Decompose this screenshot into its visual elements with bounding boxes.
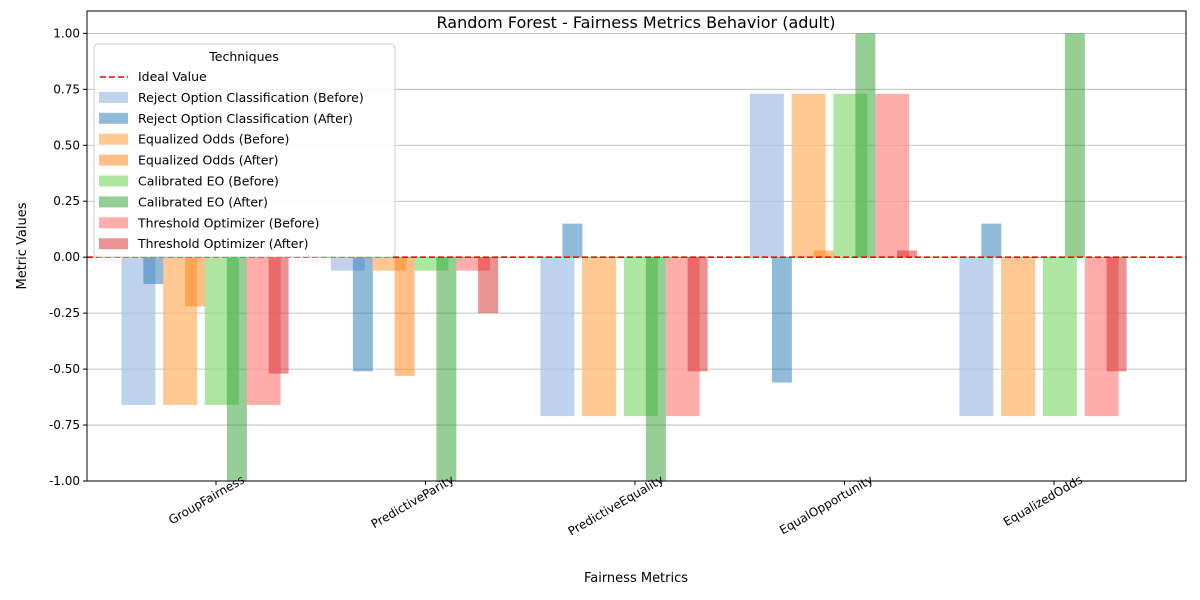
bar-before-3-3 bbox=[875, 93, 910, 258]
x-axis: GroupFairness PredictiveParity PredictiveE… bbox=[166, 472, 1085, 538]
y-tick-label: -0.75 bbox=[49, 418, 80, 432]
legend-label: Reject Option Classification (Before) bbox=[138, 90, 364, 105]
legend-swatch bbox=[99, 175, 128, 187]
bar-before-2-4 bbox=[1042, 257, 1077, 417]
bar-after-1-0 bbox=[185, 257, 206, 307]
legend-swatch bbox=[99, 112, 128, 124]
chart-title: Random Forest - Fairness Metrics Behavio… bbox=[437, 13, 836, 32]
legend-label: Calibrated EO (After) bbox=[138, 194, 268, 209]
bar-before-0-4 bbox=[959, 257, 994, 417]
bar-after-3-3 bbox=[897, 250, 918, 258]
y-tick-label: 0.00 bbox=[53, 250, 80, 264]
bar-before-1-3 bbox=[791, 93, 826, 258]
legend-label: Threshold Optimizer (After) bbox=[137, 236, 309, 251]
bar-after-0-4 bbox=[981, 223, 1002, 258]
y-tick-label: 0.25 bbox=[53, 194, 80, 208]
bar-before-0-2 bbox=[540, 257, 575, 417]
bar-after-2-3 bbox=[855, 33, 876, 258]
bar-after-0-3 bbox=[771, 257, 792, 383]
bar-after-2-0 bbox=[226, 257, 247, 481]
bar-before-0-3 bbox=[749, 93, 784, 258]
bar-after-2-4 bbox=[1064, 33, 1085, 258]
y-tick-label: 1.00 bbox=[53, 26, 80, 40]
bar-after-2-2 bbox=[645, 257, 666, 481]
bar-after-1-1 bbox=[394, 257, 415, 376]
bar-after-0-1 bbox=[352, 257, 373, 372]
legend-label: Calibrated EO (Before) bbox=[138, 174, 279, 189]
legend-label: Equalized Odds (After) bbox=[138, 153, 279, 168]
y-tick-label: 0.75 bbox=[53, 82, 80, 96]
bar-after-1-3 bbox=[813, 250, 834, 258]
bar-after-0-0 bbox=[143, 257, 164, 285]
legend-swatch bbox=[99, 217, 128, 229]
y-tick-label: -0.25 bbox=[49, 306, 80, 320]
legend-title: Techniques bbox=[208, 49, 278, 64]
bar-before-1-2 bbox=[582, 257, 617, 417]
plot-frame bbox=[86, 10, 1187, 482]
bar-before-1-4 bbox=[1001, 257, 1036, 417]
bars bbox=[121, 33, 1127, 481]
legend-label: Threshold Optimizer (Before) bbox=[137, 215, 319, 230]
bar-after-2-1 bbox=[436, 257, 457, 481]
bar-after-3-0 bbox=[268, 257, 289, 374]
x-axis-title: Fairness Metrics bbox=[584, 571, 688, 586]
legend-swatch bbox=[99, 154, 128, 166]
x-tick-label: EqualOpportunity bbox=[777, 472, 875, 537]
y-tick-label: 0.50 bbox=[53, 138, 80, 152]
y-axis: -1.00 -0.75 -0.50 -0.25 0.00 0.25 0.50 0.75 1.00 bbox=[49, 26, 87, 488]
legend-swatch bbox=[99, 196, 128, 208]
y-tick-label: -0.50 bbox=[49, 362, 80, 376]
bar-after-3-4 bbox=[1106, 257, 1127, 372]
y-tick-label: -1.00 bbox=[49, 474, 80, 488]
legend-swatch bbox=[99, 238, 128, 250]
bar-after-3-1 bbox=[478, 257, 499, 314]
legend-label: Reject Option Classification (After) bbox=[138, 111, 353, 126]
bar-after-3-2 bbox=[687, 257, 708, 372]
legend-swatch bbox=[99, 91, 128, 103]
legend-swatch bbox=[99, 133, 128, 145]
legend-box bbox=[93, 43, 396, 258]
y-axis-title: Metric Values bbox=[15, 202, 30, 289]
legend-label: Equalized Odds (Before) bbox=[138, 132, 289, 147]
x-tick-label: PredictiveEquality bbox=[566, 472, 666, 538]
legend-ideal-label: Ideal Value bbox=[138, 69, 207, 84]
bar-after-0-2 bbox=[562, 223, 583, 258]
